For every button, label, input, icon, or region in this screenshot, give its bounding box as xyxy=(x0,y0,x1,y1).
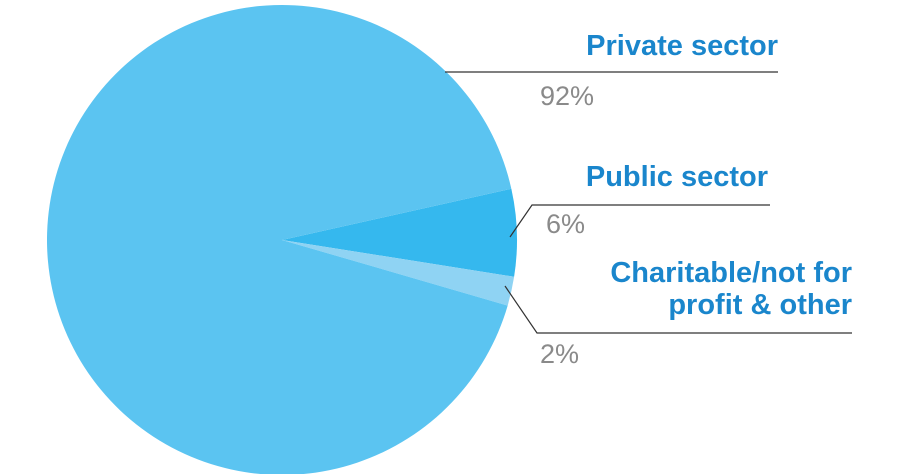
pie-slice xyxy=(282,240,515,306)
value-label: 2% xyxy=(540,339,579,369)
pie-slice xyxy=(282,188,517,277)
leader-line xyxy=(509,204,770,238)
slice-label: Public sector xyxy=(586,161,768,193)
slice-label: Private sector xyxy=(586,30,778,62)
pie-slice xyxy=(47,5,512,474)
value-label: 6% xyxy=(546,209,585,239)
leader-line xyxy=(504,285,852,334)
value-label: 92% xyxy=(540,81,594,111)
slice-label: Charitable/not for profit & other xyxy=(610,257,852,321)
